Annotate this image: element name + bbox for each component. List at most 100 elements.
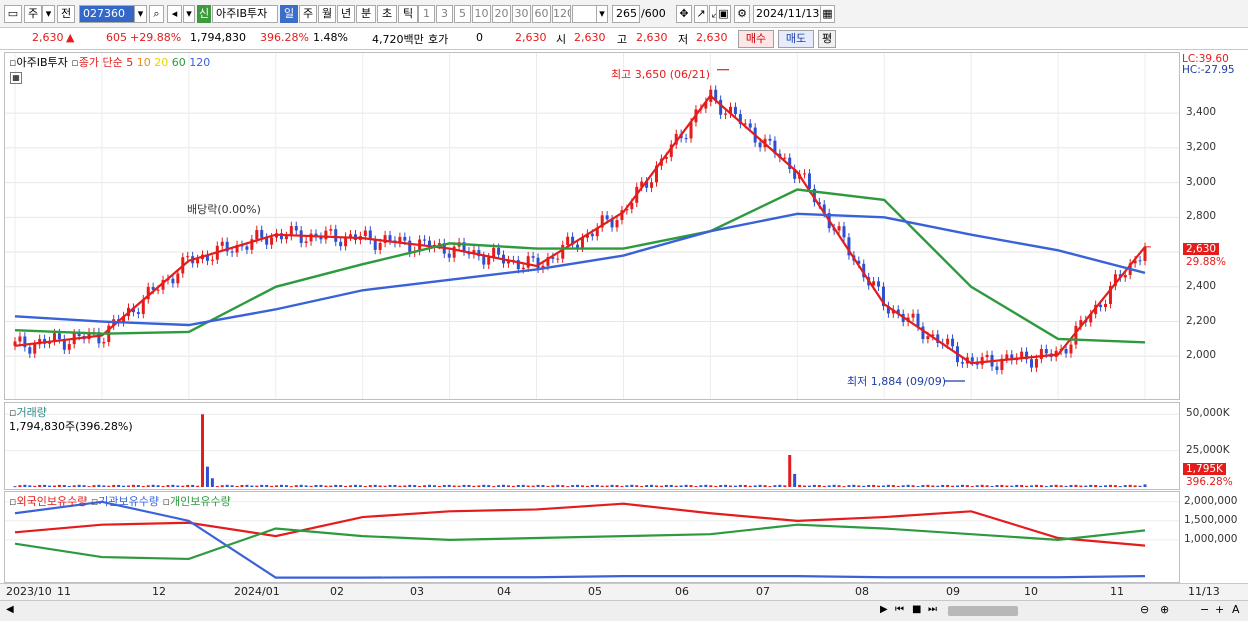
period-second-button[interactable]: 초 [377,5,397,23]
candle-body [225,241,229,252]
zoom-in-icon[interactable]: ⊕ [1160,603,1170,616]
play-icon[interactable]: ▶ [880,604,888,615]
candle-body [571,236,575,245]
candle-body [363,230,367,237]
plus-icon[interactable]: + [1215,603,1225,616]
volume-bar [487,485,491,487]
scroll-left-icon[interactable]: ◀ [6,604,14,615]
candle-body [812,188,816,203]
period-day-button[interactable]: 일 [280,5,298,23]
hc-label: HC:-27.95 [1182,64,1235,76]
settings-gear-icon[interactable]: ⚙ [734,5,750,23]
volume-bar [107,485,111,487]
stock-code-input[interactable]: 027360 [79,5,135,23]
volume-bar [817,484,821,487]
volume-bar [896,485,900,487]
period-year-button[interactable]: 년 [337,5,355,23]
code-dropdown-icon[interactable]: ▾ [134,5,147,23]
volume-bar [136,485,140,487]
candle-body [28,347,32,354]
volume-bar [699,485,703,487]
candle-body [279,233,283,240]
volume-bar [279,484,283,487]
count-input[interactable]: 265 [612,5,640,23]
draw-tool-icon[interactable]: ↗ [694,5,708,23]
volume-bar [842,486,846,488]
volume-bar [719,485,723,487]
volume-bar [284,485,288,487]
candle-body [260,229,264,238]
market-dropdown-icon[interactable]: ▾ [42,5,55,23]
minute-step-1[interactable]: 1 [418,5,435,23]
candle-body [590,233,594,237]
sell-button[interactable]: 매도 [778,30,814,48]
period-tick-button[interactable]: 틱 [398,5,418,23]
minute-step-3[interactable]: 3 [436,5,453,23]
speaker-dropdown-icon[interactable]: ▾ [183,5,195,23]
volume-bar [13,486,17,488]
zoom-out-icon[interactable]: ⊖ [1140,603,1150,616]
candle-body [595,227,599,237]
price-legend: ▫아주IB투자 ▫종가 단순 5 10 20 60 120 [9,56,211,69]
high-annotation: 최고 3,650 (06/21) [611,68,711,81]
custom-step-dropdown-icon[interactable]: ▾ [596,5,608,23]
legend-ma5: 5 [126,56,134,69]
candle-body [423,239,427,241]
minus-icon[interactable]: − [1200,603,1210,616]
buy-button[interactable]: 매수 [738,30,774,48]
volume-bar [437,485,441,487]
date-input[interactable]: 2024/11/13 [753,5,835,23]
market-selector[interactable]: 주 [24,5,42,23]
legend-individual: 개인보유수량 [169,495,231,508]
date-label-5: 03 [410,585,424,598]
fast-forward-icon[interactable]: ⏭ [928,604,937,615]
minute-step-120[interactable]: 120 [552,5,571,23]
volume-bar [235,485,239,487]
minute-step-30[interactable]: 30 [512,5,531,23]
auto-scale-icon[interactable]: A [1232,603,1240,616]
minute-step-5[interactable]: 5 [454,5,471,23]
crosshair-icon[interactable]: ✥ [676,5,692,23]
minute-step-10[interactable]: 10 [472,5,491,23]
all-market-button[interactable]: 전 [57,5,75,23]
volume-bar [1118,486,1122,488]
volume-bar [630,484,634,487]
candle-body [600,215,604,228]
save-icon[interactable]: ▣ [716,5,731,23]
calendar-icon[interactable]: ▦ [820,5,835,23]
volume-bar [605,485,609,487]
volume-bar [23,484,27,487]
volume-bar [1005,485,1009,487]
chart-menu-icon[interactable]: ▭ [4,5,22,23]
period-week-button[interactable]: 주 [299,5,317,23]
candle-body [472,250,476,255]
candle-body [156,289,160,291]
search-icon[interactable]: ⌕ [149,5,164,23]
speaker-icon[interactable]: ◂ [167,5,182,23]
minute-step-60[interactable]: 60 [532,5,551,23]
candle-body [936,334,940,343]
volume-bar [72,485,76,487]
date-axis-end: 11/13 [1188,585,1220,598]
volume-bar [664,484,668,487]
rewind-icon[interactable]: ⏮ [895,604,904,615]
volume-bar [122,485,126,487]
volume-bar [1044,486,1048,488]
stop-icon[interactable]: ■ [912,604,922,615]
candle-body [556,258,560,260]
quote-bar: 2,630 ▲ 605 +29.88% 1,794,830 396.28% 1.… [0,28,1248,50]
volume-bar [659,485,663,487]
chart-scrollbar[interactable]: ◀ ▶ ⏮ ■ ⏭ ⊖ ⊕ − + A [0,600,1248,621]
date-label-3: 2024/01 [234,585,280,598]
volume-bar [571,485,575,487]
period-minute-button[interactable]: 분 [356,5,376,23]
stock-name-field[interactable]: 아주IB투자 [212,5,278,23]
holding-legend: ▫외국인보유수량 ▫기관보유수량 ▫개인보유수량 [9,495,231,508]
eval-button[interactable]: 평 [818,30,836,48]
chart-toolbar: ▭ 주 ▾ 전 027360 ▾ ⌕ ◂ ▾ 신 아주IB투자 일 주 월 년 … [0,0,1248,28]
volume-bar [477,485,481,487]
grid-table-icon[interactable]: ▦ [10,72,22,84]
minute-step-20[interactable]: 20 [492,5,511,23]
period-month-button[interactable]: 월 [318,5,336,23]
scroll-thumb[interactable] [948,606,1018,616]
